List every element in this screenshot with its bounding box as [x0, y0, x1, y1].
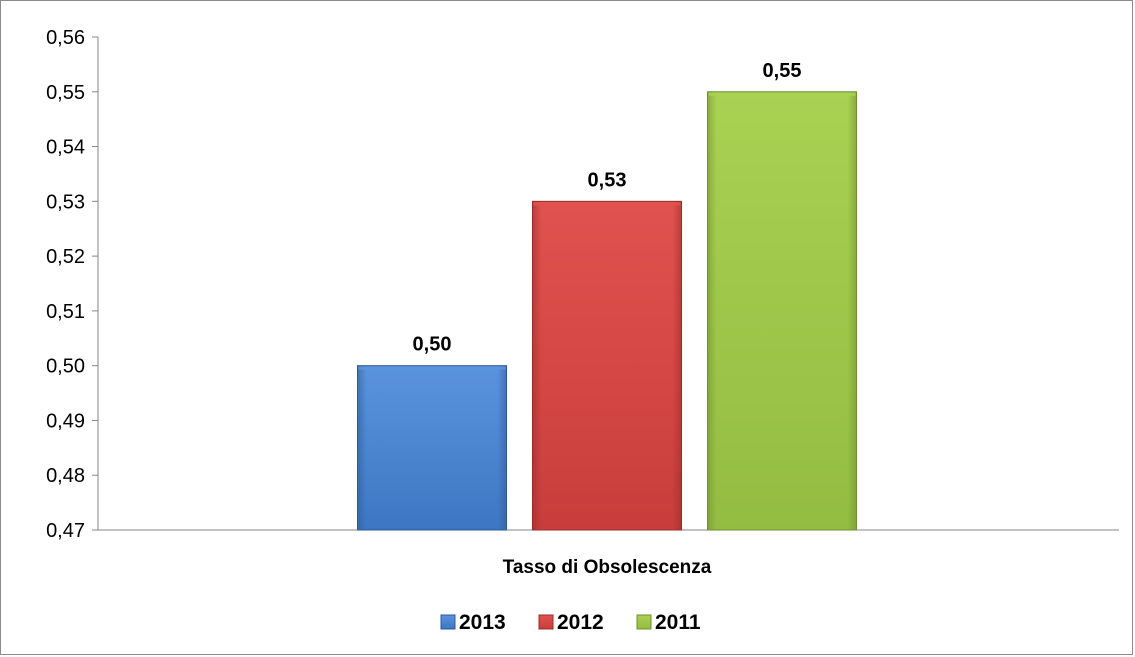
y-tick-label: 0,48 [46, 465, 85, 487]
legend-label: 2011 [655, 611, 701, 634]
legend-swatch [636, 614, 652, 630]
bars [357, 91, 857, 531]
y-tick-label: 0,51 [46, 301, 85, 323]
y-axis: 0,47 0,48 0,49 0,50 0,51 0,52 0,53 0,54 0,55 0,56 [46, 27, 99, 542]
y-tick-label: 0,54 [46, 137, 85, 159]
y-tick-label: 0,50 [46, 356, 85, 378]
data-label-2012: 0,53 [588, 169, 627, 191]
y-tick-label: 0,53 [46, 191, 85, 213]
bar-highlight [533, 202, 681, 206]
bar-highlight [708, 92, 856, 96]
legend-item-2012: 2012 [538, 611, 604, 634]
legend-item-2013: 2013 [440, 611, 506, 634]
y-tick-label: 0,55 [46, 82, 85, 104]
bar-2012 [532, 200, 682, 531]
legend: 2013 2012 2011 [440, 611, 701, 634]
y-tick-label: 0,56 [46, 27, 85, 49]
legend-swatch [538, 614, 554, 630]
category-label: Tasso di Obsolescenza [503, 557, 712, 578]
bar-2013 [357, 365, 507, 531]
bar-2011 [707, 91, 857, 531]
bar-bevel [707, 91, 857, 531]
y-tick-label: 0,52 [46, 246, 85, 268]
bar-bevel [532, 201, 682, 531]
data-label-2013: 0,50 [413, 334, 452, 356]
legend-label: 2013 [459, 611, 506, 634]
data-label-2011: 0,55 [763, 60, 802, 82]
bar-highlight [358, 366, 506, 370]
legend-label: 2012 [557, 611, 604, 634]
bar-bevel [357, 365, 507, 530]
legend-item-2011: 2011 [636, 611, 701, 634]
data-labels: 0,50 0,53 0,55 [413, 60, 802, 356]
x-axis: Tasso di Obsolescenza [98, 529, 1119, 578]
y-tick-label: 0,47 [46, 520, 85, 542]
legend-swatch [440, 614, 456, 630]
y-tick-label: 0,49 [46, 410, 85, 432]
